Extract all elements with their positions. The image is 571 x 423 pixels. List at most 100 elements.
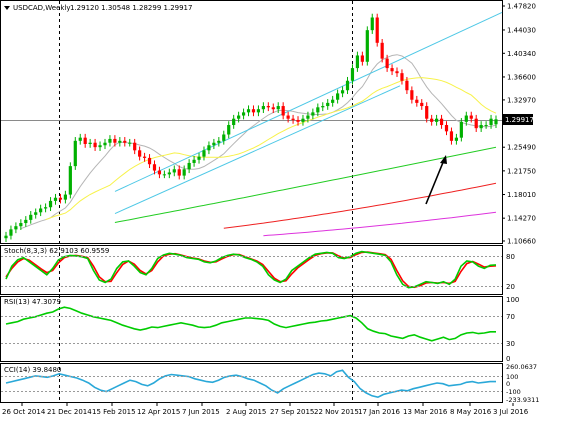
bear-candle — [296, 119, 300, 122]
time-axis-label: 12 Apr 2015 — [137, 408, 180, 416]
bear-candle — [385, 58, 389, 69]
bull-candle — [336, 93, 340, 100]
bull-candle — [68, 166, 72, 195]
bull-candle — [232, 118, 236, 126]
bull-candle — [192, 159, 196, 163]
bear-candle — [152, 164, 157, 171]
bull-candle — [202, 150, 206, 157]
bull-candle — [276, 106, 280, 110]
chart-symbol-label: USDCAD,Weekly — [13, 4, 71, 12]
bull-candle — [212, 142, 216, 146]
triangle-down-icon[interactable] — [4, 6, 10, 10]
bear-candle — [133, 142, 137, 151]
bull-candle — [340, 90, 345, 94]
bear-candle — [157, 170, 162, 175]
rsi-label: RSI(13) 47.3079 — [4, 298, 61, 306]
bear-candle — [390, 68, 394, 72]
bear-candle — [271, 107, 275, 110]
rsi-level-30: 30 — [506, 340, 515, 348]
bear-candle — [420, 102, 424, 107]
bull-candle — [217, 140, 221, 143]
bear-candle — [395, 71, 399, 74]
bull-candle — [237, 115, 241, 119]
bear-candle — [58, 197, 63, 200]
bull-candle — [103, 142, 107, 146]
current-price-tag: 1.29917 — [503, 114, 534, 125]
bull-candle — [118, 140, 122, 143]
bull-candle — [14, 226, 18, 230]
bull-candle — [222, 134, 226, 141]
bear-candle — [147, 157, 152, 165]
bull-candle — [182, 169, 186, 176]
cci-level-100: 100 — [506, 373, 518, 381]
bear-candle — [380, 42, 384, 59]
bull-candle — [241, 112, 246, 116]
bear-candle — [177, 169, 181, 176]
bull-candle — [316, 107, 320, 113]
arrow-head-icon — [440, 155, 447, 164]
bull-candle — [63, 194, 67, 200]
price-axis-label: 1.10660 — [507, 238, 536, 246]
time-axis-label: 21 Dec 2014 — [47, 408, 92, 416]
rsi-level-100: 100 — [506, 296, 519, 304]
bull-candle — [256, 109, 261, 113]
rsi-panel[interactable] — [0, 296, 503, 362]
price-axis-label: 1.36600 — [507, 73, 536, 81]
bull-candle — [321, 106, 325, 108]
bull-candle — [207, 145, 211, 151]
price-axis-label: 1.18010 — [507, 191, 536, 199]
bull-candle — [311, 112, 315, 116]
bull-candle — [227, 125, 231, 135]
cci-line — [5, 369, 496, 399]
bull-candle — [98, 145, 102, 148]
bull-candle — [162, 174, 166, 176]
stoch-level-20: 20 — [506, 283, 515, 291]
bull-candle — [489, 118, 493, 126]
time-axis-label: 2 Aug 2015 — [226, 408, 266, 416]
time-axis-label: 15 Feb 2015 — [92, 408, 136, 416]
price-axis-label: 1.40340 — [507, 50, 536, 58]
bull-candle — [355, 55, 360, 69]
rsi-line — [5, 306, 496, 342]
stoch-level-80: 80 — [506, 253, 515, 261]
bull-candle — [9, 229, 13, 236]
bear-candle — [375, 17, 379, 43]
cci-level-neg100: -100 — [506, 388, 521, 396]
price-axis-label: 1.25490 — [507, 144, 536, 152]
bear-candle — [415, 99, 419, 103]
bear-candle — [83, 137, 87, 144]
cci-level-max: 260.0637 — [506, 363, 537, 371]
bear-candle — [430, 118, 434, 122]
bull-candle — [454, 137, 459, 141]
bear-candle — [286, 115, 290, 119]
bull-candle — [365, 30, 369, 62]
bear-candle — [400, 73, 404, 81]
bull-candle — [435, 118, 439, 122]
rsi-level-0: 0 — [506, 355, 510, 363]
bear-candle — [469, 115, 473, 119]
price-axis-label: 1.21750 — [507, 167, 536, 175]
main-price-panel[interactable] — [0, 0, 503, 244]
bull-candle — [24, 219, 28, 224]
bull-candle — [4, 235, 8, 239]
bull-candle — [108, 138, 112, 143]
cci-level-0: 0 — [506, 380, 510, 388]
cci-label: CCI(14) 39.8480 — [4, 366, 61, 374]
bull-candle — [53, 197, 58, 201]
price-axis-label: 1.47820 — [507, 3, 536, 11]
bear-candle — [93, 142, 97, 148]
bull-candle — [479, 125, 483, 129]
time-axis-label: 13 Mar 2016 — [403, 408, 448, 416]
bull-candle — [88, 142, 92, 144]
moving-average-gray — [20, 54, 497, 230]
cci-level-min: -233.9311 — [506, 396, 539, 404]
bull-candle — [326, 102, 330, 107]
bear-candle — [123, 140, 127, 143]
bull-candle — [73, 140, 77, 167]
bear-candle — [281, 106, 285, 116]
moving-average-magenta — [263, 211, 497, 237]
current-price-label: 1.29917 — [505, 116, 534, 124]
cci-panel[interactable] — [0, 363, 503, 403]
time-axis-label: 22 Nov 2015 — [314, 408, 359, 416]
